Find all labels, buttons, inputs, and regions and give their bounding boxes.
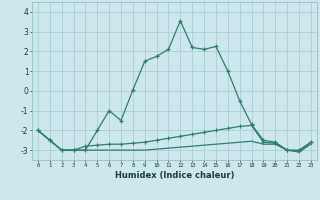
X-axis label: Humidex (Indice chaleur): Humidex (Indice chaleur) [115,171,234,180]
